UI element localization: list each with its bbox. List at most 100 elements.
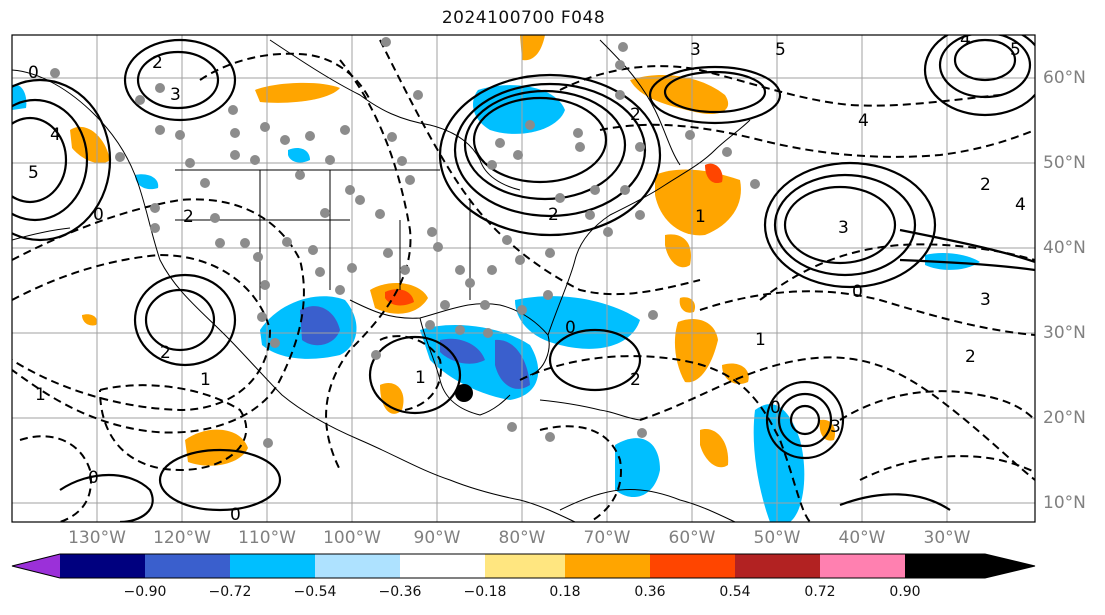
lon-label: 30°W: [923, 528, 971, 548]
contour-label: 5: [1010, 40, 1021, 60]
anomaly-fills: [12, 35, 980, 522]
colorbar-bin: [230, 554, 315, 578]
colorbar-bin: [485, 554, 565, 578]
colorbar-extend-high: [905, 554, 1035, 578]
fill-orange-newfoundland: [655, 169, 741, 236]
lat-label: 40°N: [1043, 238, 1086, 258]
contour-label: 1: [35, 385, 46, 405]
colorbar-tick: 0.72: [804, 584, 836, 600]
colorbar-tick: −0.18: [463, 584, 507, 600]
solid-contours: [12, 35, 1035, 522]
contour-label: 2: [160, 343, 171, 363]
fill-orange-atlantic-4: [679, 297, 696, 313]
fill-orange-north: [520, 35, 545, 61]
contour-label: 0: [230, 505, 241, 525]
fill-orange-atlantic-2: [700, 429, 729, 468]
contour-label: 2: [548, 205, 559, 225]
fill-blue-northeast: [925, 252, 980, 270]
colorbar-tick: 0.90: [889, 584, 921, 600]
contour-label: 5: [775, 40, 786, 60]
contour-label: 1: [755, 330, 766, 350]
weather-map: 0 2 3 4 5 0 2 2 1 1 0 0 2 3 4 5 1 2 3 4 …: [11, 30, 1036, 525]
contour-label: 2: [965, 347, 976, 367]
colorbar-bin: [820, 554, 905, 578]
fill-orange-atlantic-5: [722, 363, 749, 385]
fill-red-newfoundland: [705, 163, 723, 184]
contour-labels: 0 2 3 4 5 0 2 2 1 1 0 0 2 3 4 5 1 2 3 4 …: [28, 30, 1026, 525]
colorbar-tick: −0.54: [293, 584, 337, 600]
fill-orange-pacific: [185, 429, 248, 466]
lon-label: 50°W: [753, 528, 801, 548]
colorbar-tick: 0.18: [549, 584, 581, 600]
colorbar-tick: −0.72: [208, 584, 252, 600]
gray-dots: [50, 37, 760, 448]
fill-orange-canada: [255, 82, 340, 103]
contour-label: 2: [152, 53, 163, 73]
contour-label: 3: [170, 85, 181, 105]
fill-dark-blue-gulf: [440, 338, 530, 389]
contour-label: 0: [93, 205, 104, 225]
lon-label: 60°W: [668, 528, 716, 548]
fill-orange-pac-small: [82, 314, 98, 326]
contour-label: 3: [980, 290, 991, 310]
contour-label: 1: [200, 370, 211, 390]
contour-label: 4: [960, 30, 971, 50]
lon-label: 90°W: [413, 528, 461, 548]
fill-dark-blue-west-gulf: [300, 306, 340, 346]
contour-label: 1: [415, 368, 426, 388]
contour-label: 3: [838, 218, 849, 238]
contour-label: 0: [28, 63, 39, 83]
map-title: 2024100700 F048: [441, 8, 606, 28]
lon-label: 130°W: [68, 528, 126, 548]
contour-label: 4: [1015, 195, 1026, 215]
contour-label: 4: [858, 111, 869, 131]
colorbar-tick: −0.90: [123, 584, 167, 600]
fill-blue-east: [753, 404, 805, 522]
colorbar-extend-low: [12, 554, 60, 578]
lat-label: 10°N: [1043, 493, 1086, 513]
fill-blue-atlantic: [515, 296, 640, 349]
lon-label: 80°W: [498, 528, 546, 548]
contour-label: 2: [183, 207, 194, 227]
lon-label: 40°W: [838, 528, 886, 548]
contour-label: 0: [852, 282, 863, 302]
lat-label: 50°N: [1043, 153, 1086, 173]
lon-label: 100°W: [323, 528, 381, 548]
contour-label: 3: [690, 40, 701, 60]
colorbar-bin: [315, 554, 400, 578]
colorbar-tick: −0.36: [378, 584, 422, 600]
contour-label: 2: [630, 105, 641, 125]
fill-blue-small-nw: [288, 148, 310, 163]
contour-label: 0: [770, 398, 781, 418]
contour-label: 3: [830, 417, 841, 437]
contour-label: 0: [565, 318, 576, 338]
lon-label: 110°W: [238, 528, 296, 548]
colorbar-bin: [400, 554, 485, 578]
colorbar-tick: 0.36: [634, 584, 666, 600]
contour-label: 5: [28, 163, 39, 183]
colorbar-bin: [145, 554, 230, 578]
colorbar-tick: 0.54: [719, 584, 751, 600]
lat-label: 60°N: [1043, 68, 1086, 88]
fill-orange-alaska: [70, 126, 110, 164]
lon-label: 70°W: [583, 528, 631, 548]
contour-label: 2: [630, 370, 641, 390]
colorbar-bin: [650, 554, 735, 578]
fill-orange-atlantic-3: [665, 234, 691, 268]
lat-label: 20°N: [1043, 408, 1086, 428]
colorbar-bin: [735, 554, 820, 578]
colorbar-bin: [565, 554, 650, 578]
fill-red-texas: [385, 289, 414, 306]
contour-label: 2: [980, 175, 991, 195]
storm-center-marker: [455, 384, 473, 402]
colorbar-bin: [60, 554, 145, 578]
fill-orange-atlantic-1: [674, 319, 718, 383]
fill-blue-small-pac: [135, 174, 159, 190]
contour-label: 1: [695, 207, 706, 227]
contour-label: 4: [50, 125, 61, 145]
contour-label: 0: [88, 468, 99, 488]
lon-label: 120°W: [153, 528, 211, 548]
fill-orange-mexico: [380, 382, 404, 414]
lat-label: 30°N: [1043, 323, 1086, 343]
colorbar: [11, 553, 1036, 579]
